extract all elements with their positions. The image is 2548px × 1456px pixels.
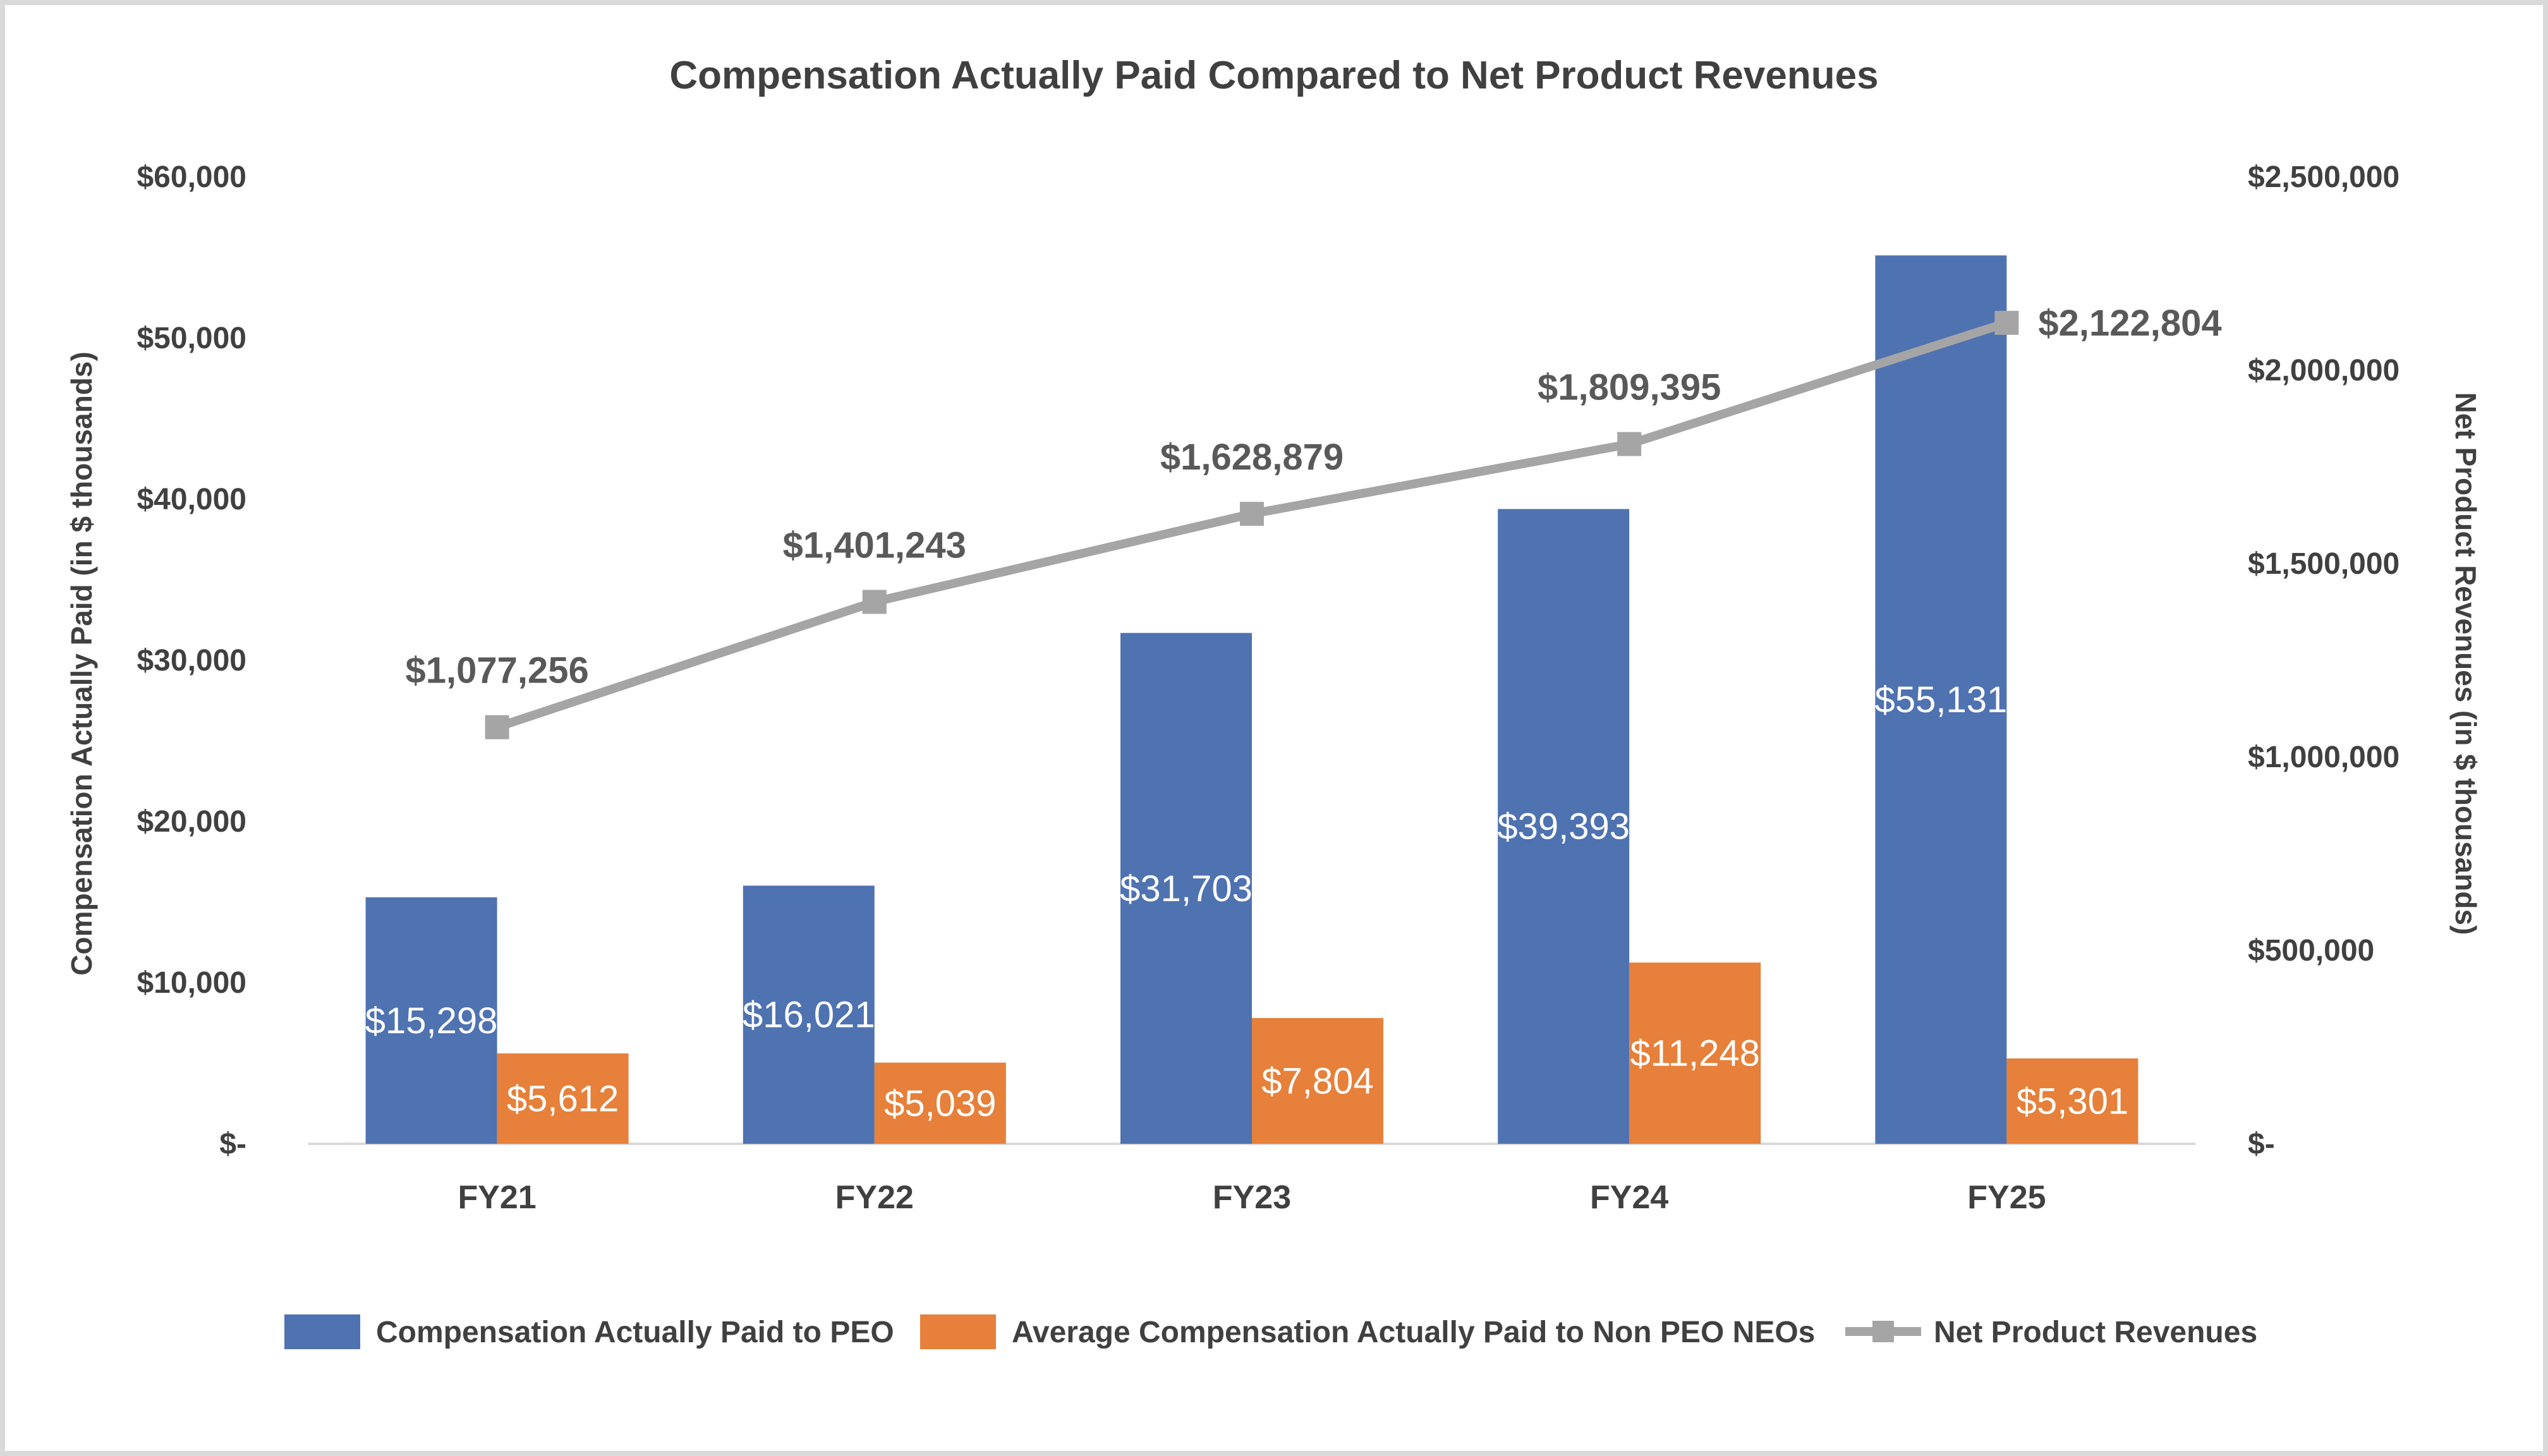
line-series	[485, 310, 2019, 739]
bar-label-peo: $16,021	[743, 995, 875, 1036]
bar-peo-fy25	[1875, 255, 2007, 1144]
left-tick-label: $60,000	[136, 161, 246, 194]
category-label: FY24	[1590, 1179, 1668, 1216]
category-labels: FY21 FY22 FY23 FY24 FY25	[458, 1179, 2046, 1216]
category-label: FY21	[458, 1179, 536, 1216]
left-tick-label: $10,000	[136, 966, 246, 1000]
bar-peo-fy23	[1120, 633, 1252, 1144]
left-tick-label: $40,000	[136, 483, 246, 516]
bar-label-non-peo: $5,612	[507, 1078, 619, 1119]
right-tick-label: $2,500,000	[2248, 161, 2399, 194]
line-data-labels: $1,077,256 $1,401,243 $1,628,879 $1,809,395…	[405, 303, 2221, 691]
line-marker-fy24	[1617, 432, 1642, 456]
right-axis-ticks: $- $500,000 $1,000,000 $1,500,000 $2,000,000…	[2248, 161, 2399, 1161]
right-tick-label: $500,000	[2248, 934, 2374, 968]
legend-label-revenue: Net Product Revenues	[1934, 1316, 2257, 1349]
legend-swatch-peo	[284, 1314, 360, 1349]
category-label: FY23	[1213, 1179, 1291, 1216]
bar-data-labels: $15,298$5,612 $16,021 $5,039 $31,703 $7,804 $…	[365, 679, 2128, 1124]
right-axis-title: Net Product Revenues (in $ thousands)	[2449, 392, 2482, 935]
bar-peo-fy22	[743, 885, 875, 1144]
line-marker-fy23	[1240, 502, 1264, 526]
legend-marker-revenue	[1872, 1321, 1894, 1342]
bar-non-peo-fy25	[2006, 1058, 2138, 1144]
left-axis-ticks: $- $10,000 $20,000 $30,000 $40,000 $50,000 $60…	[136, 161, 246, 1161]
bar-label-peo: $39,393	[1497, 806, 1630, 847]
left-tick-label: $-	[219, 1127, 246, 1161]
legend-label-peo: Compensation Actually Paid to PEO	[376, 1316, 894, 1349]
right-tick-label: $1,500,000	[2248, 547, 2399, 581]
line-label-revenue: $1,401,243	[783, 525, 966, 566]
bar-label-peo: $15,298	[365, 1000, 498, 1041]
line-label-revenue: $2,122,804	[2038, 303, 2221, 344]
bar-label-non-peo: $5,039	[884, 1083, 996, 1124]
bar-label-non-peo: $5,301	[2017, 1081, 2128, 1122]
bar-label-non-peo: $7,804	[1261, 1060, 1373, 1101]
right-tick-label: $1,000,000	[2248, 741, 2399, 774]
chart-title: Compensation Actually Paid Compared to N…	[669, 54, 1878, 97]
legend-swatch-non-peo	[920, 1314, 996, 1349]
line-label-revenue: $1,809,395	[1538, 367, 1721, 408]
left-tick-label: $20,000	[136, 805, 246, 839]
line-label-revenue: $1,077,256	[405, 650, 588, 691]
left-tick-label: $50,000	[136, 322, 246, 355]
bar-non-peo-fy21	[497, 1053, 629, 1144]
category-label: FY25	[1967, 1179, 2046, 1216]
bar-label-peo: $31,703	[1120, 868, 1253, 909]
bar-non-peo-fy24	[1629, 962, 1761, 1144]
category-label: FY22	[835, 1179, 914, 1216]
line-marker-fy21	[485, 715, 509, 739]
bar-label-non-peo: $11,248	[1630, 1033, 1760, 1074]
left-axis-title: Compensation Actually Paid (in $ thousan…	[65, 351, 98, 975]
legend: Compensation Actually Paid to PEO Averag…	[284, 1314, 2257, 1349]
line-marker-fy25	[1994, 310, 2019, 335]
line-marker-fy22	[862, 590, 887, 614]
left-tick-label: $30,000	[136, 644, 246, 677]
right-tick-label: $-	[2248, 1127, 2275, 1161]
bar-peo-fy21	[365, 897, 497, 1144]
line-label-revenue: $1,628,879	[1160, 437, 1344, 478]
right-tick-label: $2,000,000	[2248, 354, 2399, 387]
bar-non-peo-fy23	[1252, 1017, 1383, 1144]
bar-label-peo: $55,131	[1875, 679, 2008, 720]
legend-label-non-peo: Average Compensation Actually Paid to No…	[1012, 1316, 1815, 1349]
bar-peo-fy24	[1498, 509, 1630, 1144]
bar-non-peo-fy22	[874, 1062, 1006, 1144]
bars	[365, 255, 2138, 1144]
